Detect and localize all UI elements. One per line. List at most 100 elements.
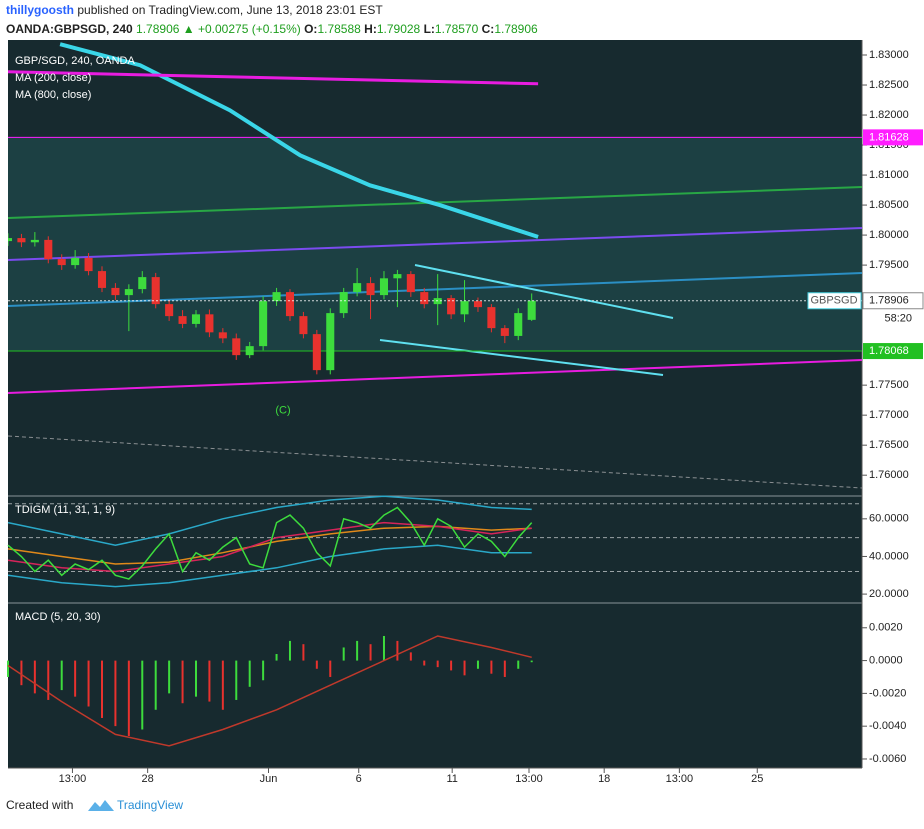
- candle-body: [84, 257, 93, 272]
- price: 1.78906: [136, 22, 180, 36]
- candle-body: [124, 289, 133, 296]
- header-line: OANDA:GBPSGD, 240 1.78906 ▲ +0.00275 (+0…: [6, 22, 538, 36]
- x-tick-label: Jun: [260, 773, 278, 785]
- candle-body: [218, 332, 227, 339]
- candle-body: [406, 274, 415, 293]
- candle-body: [326, 313, 335, 371]
- y-tick-label: 1.80500: [869, 199, 909, 211]
- ohlc-label: C:: [482, 22, 495, 36]
- ohlc-value: 1.78570: [435, 22, 479, 36]
- price-label: 1.78068: [869, 345, 909, 357]
- pane-title: TDIGM (11, 31, 1, 9): [15, 504, 115, 516]
- candle-body: [57, 259, 66, 266]
- y-tick-label: 0.0000: [869, 654, 903, 666]
- series-line: [8, 70, 539, 86]
- y-tick-label: 1.77000: [869, 409, 909, 421]
- series-line: [59, 42, 539, 239]
- candle-body: [30, 239, 39, 243]
- y-tick-label: 1.82500: [869, 79, 909, 91]
- candle-body: [312, 334, 321, 371]
- candle-body: [299, 316, 308, 335]
- pane-title: MACD (5, 20, 30): [15, 611, 101, 623]
- x-tick-label: 25: [751, 773, 763, 785]
- last-price-box: [862, 292, 924, 310]
- y-tick-label: -0.0040: [869, 720, 906, 732]
- candle-body: [191, 314, 201, 324]
- y-tick-label: 1.76000: [869, 469, 909, 481]
- series-line: [7, 525, 532, 565]
- ohlc-label: L:: [424, 22, 435, 36]
- candle-body: [165, 304, 174, 317]
- series-line: [7, 544, 532, 588]
- x-tick-label: 6: [356, 773, 362, 785]
- pane-title: GBP/SGD, 240, OANDA: [15, 55, 135, 67]
- change: ▲ +0.00275 (+0.15%): [183, 22, 301, 36]
- candle-body: [151, 277, 160, 305]
- y-tick-label: 20.0000: [869, 588, 909, 600]
- candle-body: [393, 274, 402, 279]
- published: published on TradingView.com, June 13, 2…: [77, 3, 383, 17]
- y-tick-label: 0.0020: [869, 622, 903, 634]
- ohlc-label: O:: [304, 22, 317, 36]
- ohlc-value: 1.79028: [377, 22, 421, 36]
- candle-body: [138, 277, 147, 290]
- legend-entry: MA (800, close): [15, 89, 91, 101]
- ohlc-label: H:: [364, 22, 377, 36]
- y-tick-label: 1.76500: [869, 439, 909, 451]
- candle-body: [111, 287, 120, 296]
- price-pane: (C): [8, 42, 862, 489]
- candle-body: [473, 301, 482, 308]
- header-line: thillygoosth published on TradingView.co…: [6, 3, 383, 17]
- x-tick-label: 11: [446, 773, 457, 785]
- symbol: OANDA:GBPSGD, 240: [6, 22, 133, 36]
- y-tick-label: 1.79500: [869, 259, 909, 271]
- y-tick-label: 1.83000: [869, 49, 909, 61]
- legend-entry: MA (200, close): [15, 72, 91, 84]
- trendline: [8, 227, 862, 261]
- symbol-label: GBPSGD: [810, 295, 857, 307]
- ohlc-value: 1.78588: [317, 22, 361, 36]
- candle-body: [500, 328, 509, 336]
- price-label-box: [863, 343, 923, 360]
- candle-body: [379, 278, 389, 296]
- candle-body: [487, 307, 496, 329]
- candle-body: [17, 238, 26, 243]
- series-line: [7, 521, 532, 573]
- x-tick-label: 13:00: [666, 773, 694, 785]
- price-label: 1.81628: [869, 131, 909, 143]
- candle-body: [205, 314, 214, 333]
- x-tick-label: 13:00: [59, 773, 87, 785]
- symbol-box: [807, 292, 862, 310]
- y-tick-label: 1.81000: [869, 169, 909, 181]
- x-tick-label: 28: [142, 773, 154, 785]
- footer-text: Created with: [6, 798, 73, 812]
- y-tick-label: 1.82000: [869, 109, 909, 121]
- candle-body: [420, 292, 429, 305]
- countdown: 58:20: [884, 313, 912, 325]
- series-line: [7, 495, 532, 546]
- candle-body: [8, 238, 13, 242]
- candle-body: [259, 301, 268, 347]
- y-tick-label: -0.0060: [869, 753, 906, 765]
- y-tick-label: -0.0020: [869, 687, 906, 699]
- trendline: [8, 435, 862, 489]
- candle-body: [514, 313, 523, 336]
- candle-body: [460, 301, 469, 315]
- last-price-label: 1.78906: [869, 295, 909, 307]
- x-tick-label: 18: [598, 773, 610, 785]
- wedge-line: [379, 339, 664, 376]
- candle-body: [339, 292, 348, 314]
- candle-body: [527, 300, 536, 320]
- candle-body: [447, 298, 456, 315]
- candle-body: [366, 283, 375, 296]
- candle-body: [272, 292, 281, 302]
- author[interactable]: thillygoosth: [6, 3, 74, 17]
- annotation: (C): [275, 404, 290, 416]
- price-label-box: [863, 129, 923, 146]
- candle-body: [285, 292, 295, 317]
- y-tick-label: 40.0000: [869, 550, 909, 562]
- series-line: [7, 506, 533, 580]
- candle-body: [71, 257, 80, 266]
- brand-link[interactable]: TradingView: [117, 798, 183, 812]
- trendline: [8, 359, 862, 394]
